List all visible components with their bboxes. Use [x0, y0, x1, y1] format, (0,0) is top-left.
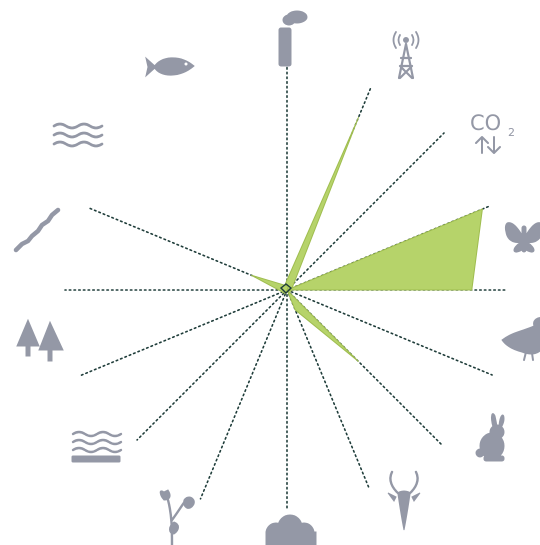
bird-icon	[501, 317, 540, 361]
spoke-antelope	[286, 289, 444, 447]
radio-tower-icon	[392, 31, 420, 80]
spoke-co2	[286, 132, 445, 291]
spoke-rabbit	[286, 289, 493, 376]
co2-icon: CO 2	[470, 111, 515, 154]
spoke-water-pool	[199, 289, 288, 500]
butterfly-icon	[504, 222, 540, 253]
co2-subscript: 2	[508, 126, 515, 139]
center-marker	[279, 283, 293, 294]
factory-icon	[278, 10, 308, 67]
trees-icon	[16, 318, 64, 362]
water-pool-icon	[71, 430, 123, 463]
spike-fish	[250, 274, 290, 295]
spoke-river	[78, 289, 288, 377]
spoke-trees	[136, 289, 288, 441]
fish-icon	[145, 56, 195, 78]
water-waves-icon	[52, 122, 104, 148]
rabbit-icon	[475, 413, 505, 462]
cloud-icon	[265, 514, 317, 545]
wedge-butterfly-bird	[286, 208, 484, 291]
co2-label: CO	[470, 111, 501, 135]
plant-icon	[159, 489, 195, 545]
antelope-icon	[387, 470, 421, 531]
data-areas-group	[250, 116, 484, 362]
icons-group: CO 2	[13, 10, 540, 545]
spoke-fish	[87, 206, 288, 291]
wedge-antelope-cloud	[286, 289, 359, 362]
river-icon	[13, 207, 61, 253]
spoke-cloud	[286, 289, 371, 490]
